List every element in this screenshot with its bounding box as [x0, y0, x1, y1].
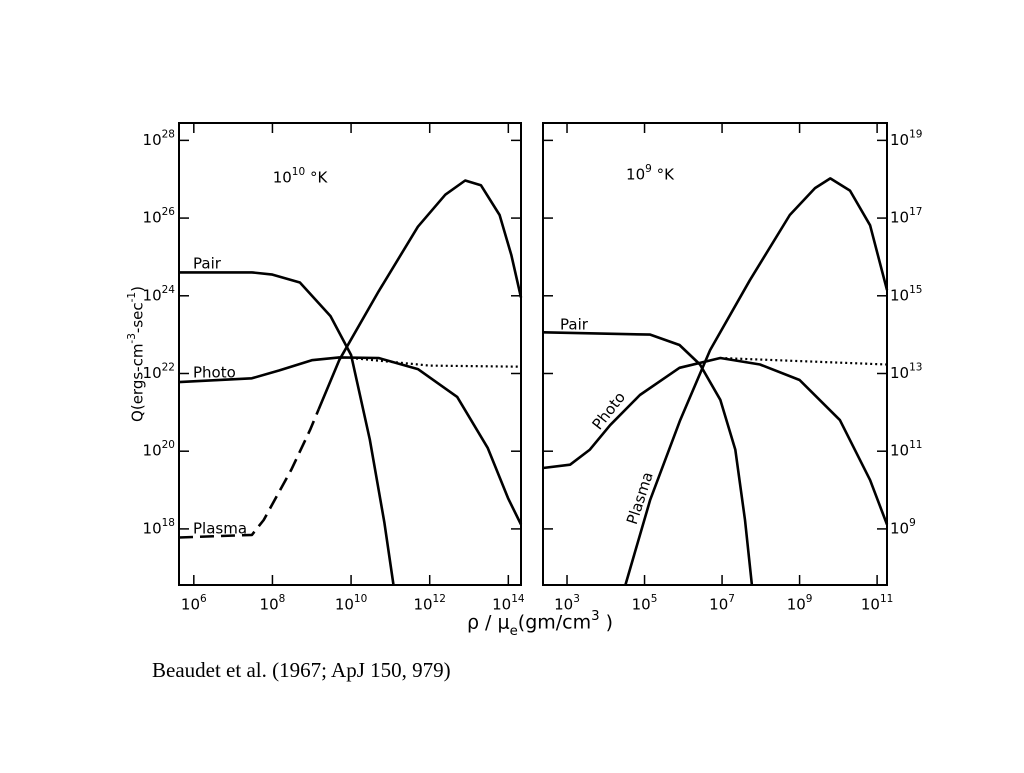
curve-label: Plasma [193, 520, 247, 538]
panel-annotation: 109 °K [626, 163, 675, 184]
curve-label: Pair [560, 316, 589, 334]
curve [317, 179, 523, 410]
x-tick-label: 106 [181, 593, 207, 614]
curve [542, 331, 754, 586]
x-tick-label: 103 [554, 593, 580, 614]
y-tick-label: 109 [890, 517, 916, 538]
panel-annotation: 1010 °K [273, 166, 329, 187]
frame [542, 122, 888, 586]
y-tick-label: 1028 [143, 128, 175, 149]
y-tick-label: 1022 [143, 361, 175, 382]
x-tick-label: 1010 [335, 593, 367, 614]
frame [178, 122, 522, 586]
curve-label: Pair [193, 255, 222, 273]
caption: Beaudet et al. (1967; ApJ 150, 979) [152, 658, 451, 682]
x-tick-label: 109 [787, 593, 813, 614]
y-tick-label: 1026 [143, 206, 176, 227]
curve [542, 356, 889, 525]
curve [179, 271, 395, 586]
curve [178, 356, 523, 526]
x-tick-label: 1014 [492, 593, 525, 614]
y-tick-label: 1013 [890, 361, 922, 382]
y-tick-label: 1020 [143, 439, 175, 460]
y-tick-label: 1018 [143, 517, 175, 538]
x-tick-label: 1012 [413, 593, 445, 614]
x-tick-label: 105 [632, 593, 658, 614]
curve [350, 356, 522, 368]
x-tick-label: 107 [709, 593, 735, 614]
x-axis-label: ρ / μe(gm/cm3 ) [467, 609, 613, 639]
curve-label: Photo [193, 364, 236, 382]
x-tick-label: 108 [260, 593, 286, 614]
y-tick-label: 1015 [890, 284, 922, 305]
y-tick-label: 1011 [890, 439, 922, 460]
y-tick-label: 1024 [143, 284, 176, 305]
curve [624, 177, 889, 586]
y-tick-label: 1019 [890, 128, 922, 149]
curve [178, 408, 320, 539]
y-tick-label: 1017 [890, 206, 922, 227]
y-axis-label: Q(ergs-cm-3-sec-1) [126, 286, 147, 422]
x-tick-label: 1011 [861, 593, 893, 614]
